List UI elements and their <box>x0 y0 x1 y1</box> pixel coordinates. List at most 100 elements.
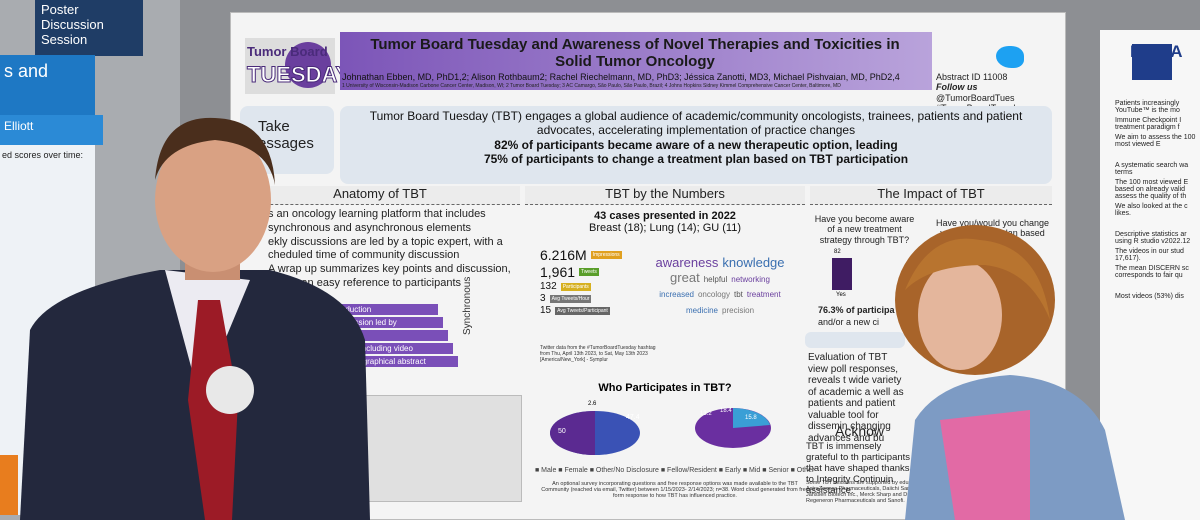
stat-label: Impressions <box>590 251 622 259</box>
take-home-line: 82% of participants became aware of a ne… <box>494 137 898 152</box>
take-home-box: Tumor Board Tuesday (TBT) engages a glob… <box>340 106 1052 184</box>
pie-label: 15.8 <box>745 415 757 421</box>
stat: 15 Avg Tweets/Participant <box>540 305 650 316</box>
man-face <box>155 128 271 272</box>
follow-us: Follow us <box>936 82 978 93</box>
poster-title: Tumor Board Tuesday and Awareness of Nov… <box>370 36 900 70</box>
evaluation: Evaluation of TBT view poll responses, r… <box>808 352 904 444</box>
pie-slice <box>733 408 770 428</box>
anatomy-line: ekly discussions are led by a topic expe… <box>268 235 503 248</box>
title-banner: Tumor Board Tuesday and Awareness of Nov… <box>340 32 932 90</box>
session-header: Poster Discussion Session <box>35 0 143 56</box>
section-header: TBT by the Numbers <box>525 186 805 205</box>
pie-slice <box>550 411 595 455</box>
pie-label: 18.4 <box>720 408 732 414</box>
cloud-word: increased <box>659 290 694 300</box>
take-label: Take <box>258 118 290 135</box>
right-bullet: We aim to assess the 100 most viewed E <box>1115 134 1196 148</box>
result: 76.3% of participa <box>818 305 895 315</box>
right-logo <box>1132 44 1172 80</box>
stat-value: 15 <box>540 305 552 316</box>
anatomy-text: s an oncology learning platform that inc… <box>268 208 523 291</box>
stat-label: Avg Tweets/Participant <box>555 306 610 315</box>
pie-label: 13.2 <box>700 411 712 417</box>
woman-face <box>918 260 1002 370</box>
right-bullet: The mean DISCERN sc corresponds to fair … <box>1115 265 1189 279</box>
participates-title: Who Participates in TBT? <box>598 382 732 394</box>
cases: 43 cases presented in 2022 <box>594 210 736 222</box>
right-bullet: Patients increasingly YouTube™ is the mo <box>1115 100 1180 114</box>
woman-hair-top <box>905 238 1050 320</box>
stat: 1,961 Tweets <box>540 264 650 280</box>
handle: @TumorBoardTues <box>936 92 1015 103</box>
anatomy-line: synchronous and asynchronous elements <box>268 221 472 234</box>
numbers-head: 43 cases presented in 2022 Breast (18); … <box>525 210 805 234</box>
stat-label: Participants <box>560 282 591 291</box>
cloud-word: precision <box>722 305 755 315</box>
man-tie <box>188 300 238 520</box>
footnote: An optional survey incorporating questio… <box>541 481 809 499</box>
pie-label: 47.4 <box>626 414 640 421</box>
ack-text: TBT is immensely grateful to th particip… <box>806 441 911 496</box>
anatomy-line: cheduled time of community discussion <box>268 249 460 262</box>
bar <box>832 258 852 290</box>
cloud-word: medicine <box>685 305 718 315</box>
bar-value: 82 <box>834 249 841 255</box>
messages-label: essages <box>258 135 314 152</box>
stat-label: Avg Tweets/Hour <box>549 294 592 303</box>
stat-value: 3 <box>540 293 546 304</box>
conclusion-box <box>805 332 905 348</box>
question: Have you become aware of a new treatment… <box>814 214 915 245</box>
right-bullet: The videos in our stud 17,617). <box>1115 248 1184 262</box>
anatomy-line: A wrap up summarizes key points and disc… <box>268 263 511 275</box>
support: Some TBT sessions are supported by edu A… <box>806 480 911 504</box>
man-hair <box>155 117 275 185</box>
stat: 132 Participants <box>540 281 650 292</box>
breakdown: Breast (18); Lung (14); GU (11) <box>588 222 742 234</box>
take-home-line: Tumor Board Tuesday (TBT) engages a glob… <box>369 109 1023 138</box>
cloud-word: great <box>670 270 700 286</box>
section-header: Anatomy of TBT <box>240 186 520 205</box>
right-bullet: Descriptive statistics ar using R studio… <box>1115 231 1191 245</box>
anatomy-line: ffering an easy reference to participant… <box>268 276 462 289</box>
cloud-word: treatment <box>746 290 781 300</box>
right-bullets: Patients increasingly YouTube™ is the mo… <box>1115 100 1200 303</box>
right-bullet: Immune Checkpoint I treatment paradigm f <box>1115 117 1182 131</box>
flow-diagram <box>350 395 522 502</box>
right-bullet: We also looked at the c likes. <box>1115 203 1188 217</box>
cloud-word: knowledge <box>722 255 785 270</box>
logo-bottom: TUESDAY <box>246 62 351 88</box>
pies: 47.4 50 2.6 13.2 18.4 15.8 <box>550 401 771 455</box>
abstract-id: Abstract ID 11008 <box>936 72 1008 82</box>
stat-value: 1,961 <box>540 264 576 280</box>
pie-legend: ■ Male ■ Female ■ Other/No Disclosure ■ … <box>535 467 815 474</box>
authors: Johnathan Ebben, MD, PhD1,2; Alison Roth… <box>342 72 900 82</box>
cloud-word: tbt <box>734 290 743 300</box>
section-header: The Impact of TBT <box>810 186 1052 205</box>
twitter-icon <box>996 46 1024 68</box>
result: and/or a new ci <box>818 317 880 327</box>
right-bullet: A systematic search wa terms <box>1115 162 1189 176</box>
stat-value: 6.216M <box>540 247 587 263</box>
right-bullet: Most videos (53%) dis <box>1115 293 1184 300</box>
badge <box>206 366 254 414</box>
cloud-word: oncology <box>697 290 730 300</box>
left-poster-accent <box>0 455 18 515</box>
right-poster <box>1100 30 1200 520</box>
cloud-word: helpful <box>703 275 728 285</box>
left-poster-heading: s and <box>0 55 95 115</box>
stat-label: Tweets <box>579 268 599 276</box>
woman-shirt <box>940 410 1030 520</box>
cloud-word: awareness <box>655 255 719 270</box>
stats: 6.216M Impressions 1,961 Tweets 132 Participa… <box>540 246 650 317</box>
ack-heading: Acknow <box>835 423 885 439</box>
left-poster-text: ed scores over time: <box>2 150 84 160</box>
stat-value: 132 <box>540 281 557 292</box>
pie-label: 2.6 <box>588 401 597 407</box>
right-bullet: The 100 most viewed E based on already v… <box>1115 179 1189 200</box>
take-home-line: 75% of participants to change a treatmen… <box>483 152 909 167</box>
affiliations: 1 University of Wisconsin-Madison Carbon… <box>342 83 841 89</box>
stat: 3 Avg Tweets/Hour <box>540 293 650 304</box>
